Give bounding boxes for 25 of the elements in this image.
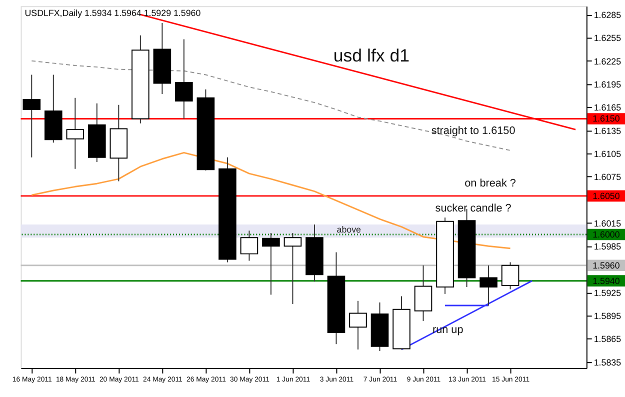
y-tick-label: 1.6255 [594, 33, 622, 44]
annotation: sucker candle ? [435, 202, 512, 215]
ref-line-label: 1.5960 [592, 260, 620, 270]
y-tick-label: 1.6015 [594, 218, 622, 228]
y-tick-label: 1.6285 [594, 10, 622, 20]
y-tick-label: 1.5925 [594, 288, 622, 298]
ref-line-label: 1.5940 [592, 276, 620, 286]
annotation: straight to 1.6150 [431, 124, 516, 137]
y-tick-label: 1.6225 [594, 56, 622, 66]
y-tick-label: 1.6135 [594, 126, 622, 136]
y-tick-label: 1.6195 [594, 79, 622, 90]
y-tick-label: 1.6075 [594, 172, 622, 182]
chart-title: USDLFX,Daily 1.5934 1.5964 1.5929 1.5960 [24, 8, 201, 18]
y-tick-label: 1.5865 [594, 334, 622, 344]
y-tick-label: 1.5895 [594, 311, 622, 322]
y-tick-label: 1.6165 [594, 102, 622, 113]
band-label: above [336, 224, 362, 234]
ref-line-label: 1.6050 [592, 190, 620, 201]
ref-line-label: 1.6150 [592, 114, 620, 124]
y-tick-label: 1.5835 [594, 357, 622, 368]
y-tick-label: 1.6105 [594, 148, 622, 159]
annotation: on break ? [464, 177, 516, 190]
y-tick-label: 1.5985 [594, 242, 622, 252]
annotation: usd lfx d1 [333, 46, 410, 66]
ref-line-label: 1.6000 [592, 229, 620, 240]
